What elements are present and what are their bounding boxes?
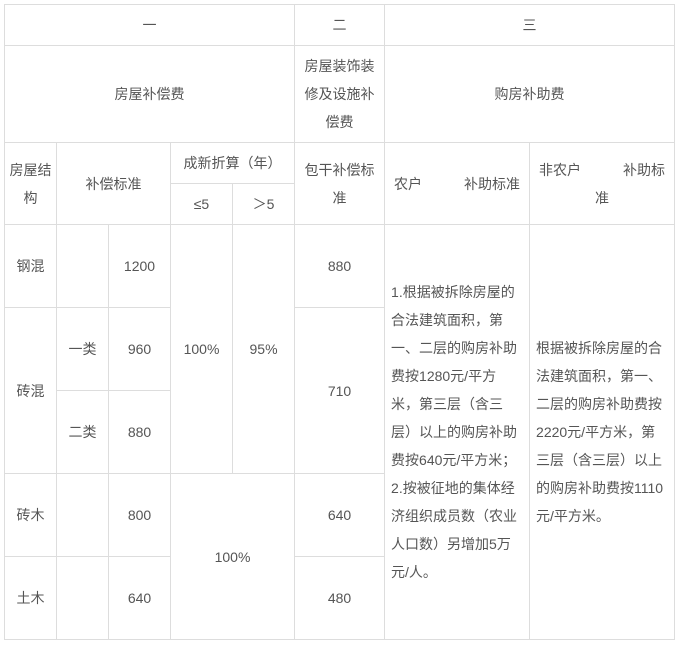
structure-cat: 二类 <box>57 391 109 474</box>
structure-cat <box>57 557 109 640</box>
group-house-comp: 房屋补偿费 <box>5 46 295 143</box>
structure-name: 土木 <box>5 557 57 640</box>
col-structure: 房屋结构 <box>5 143 57 225</box>
section-three: 三 <box>385 5 675 46</box>
dep-le5: 100% <box>171 225 233 474</box>
structure-name: 砖混 <box>5 308 57 474</box>
comp-value: 640 <box>109 557 171 640</box>
lump-value: 640 <box>295 474 385 557</box>
col-nonfarmer-std: 非农户 补助标准 <box>530 143 675 225</box>
lump-value: 710 <box>295 308 385 474</box>
col-farmer-std: 农户 补助标准 <box>385 143 530 225</box>
group-decoration-comp: 房屋装饰装修及设施补偿费 <box>295 46 385 143</box>
section-one: 一 <box>5 5 295 46</box>
group-purchase-subsidy: 购房补助费 <box>385 46 675 143</box>
structure-cat: 一类 <box>57 308 109 391</box>
col-lump-std: 包干补偿标准 <box>295 143 385 225</box>
compensation-table: 一 二 三 房屋补偿费 房屋装饰装修及设施补偿费 购房补助费 房屋结构 补偿标准… <box>4 4 675 640</box>
comp-value: 880 <box>109 391 171 474</box>
section-row: 一 二 三 <box>5 5 675 46</box>
lump-value: 480 <box>295 557 385 640</box>
structure-cat <box>57 474 109 557</box>
group-row: 房屋补偿费 房屋装饰装修及设施补偿费 购房补助费 <box>5 46 675 143</box>
comp-value: 1200 <box>109 225 171 308</box>
comp-value: 960 <box>109 308 171 391</box>
comp-value: 800 <box>109 474 171 557</box>
col-gt5: ＞5 <box>233 184 295 225</box>
lump-value: 880 <box>295 225 385 308</box>
structure-name: 砖木 <box>5 474 57 557</box>
col-depreciation: 成新折算（年） <box>171 143 295 184</box>
table-row: 钢混 1200 100% 95% 880 1.根据被拆除房屋的合法建筑面积，第一… <box>5 225 675 308</box>
dep-100: 100% <box>171 474 295 640</box>
col-le5: ≤5 <box>171 184 233 225</box>
nonfarmer-note: 根据被拆除房屋的合法建筑面积，第一、二层的购房补助费按2220元/平方米，第三层… <box>530 225 675 640</box>
section-two: 二 <box>295 5 385 46</box>
farmer-note: 1.根据被拆除房屋的合法建筑面积，第一、二层的购房补助费按1280元/平方米，第… <box>385 225 530 640</box>
structure-cat <box>57 225 109 308</box>
col-comp-std: 补偿标准 <box>57 143 171 225</box>
structure-name: 钢混 <box>5 225 57 308</box>
subheader-row-1: 房屋结构 补偿标准 成新折算（年） 包干补偿标准 农户 补助标准 非农户 补助标… <box>5 143 675 184</box>
dep-gt5: 95% <box>233 225 295 474</box>
